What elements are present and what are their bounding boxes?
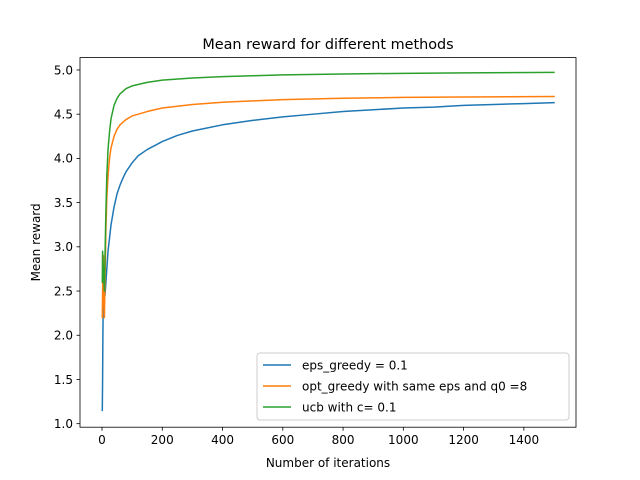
y-tick-label: 3.0 <box>54 240 73 254</box>
x-axis: 0 200 400 600 800 1000 1200 1400 <box>98 427 539 447</box>
series-line-3 <box>101 71 555 292</box>
x-tick-label: 1000 <box>388 433 419 447</box>
legend-label: opt_greedy with same eps and q0 =8 <box>302 380 527 394</box>
series-layer <box>101 71 555 412</box>
plot-frame <box>79 57 577 428</box>
x-tick-label: 800 <box>332 433 355 447</box>
x-tick-label: 400 <box>211 433 234 447</box>
y-tick-label: 4.5 <box>54 107 73 121</box>
y-tick-label: 4.0 <box>54 152 73 166</box>
legend-label: eps_greedy = 0.1 <box>302 359 408 373</box>
x-tick-label: 1200 <box>448 433 479 447</box>
y-tick-label: 3.5 <box>54 196 73 210</box>
y-tick-label: 5.0 <box>54 63 73 77</box>
legend-box <box>256 352 570 421</box>
x-tick-label: 0 <box>98 433 106 447</box>
x-tick-label: 200 <box>151 433 174 447</box>
x-tick-label: 600 <box>271 433 294 447</box>
x-axis-label: Number of iterations <box>266 456 390 470</box>
legend: eps_greedy = 0.1 opt_greedy with same eps… <box>256 352 570 421</box>
y-tick-label: 2.0 <box>54 329 73 343</box>
y-axis-label: Mean reward <box>29 203 43 281</box>
x-tick-label: 1400 <box>509 433 540 447</box>
y-tick-label: 1.5 <box>54 373 73 387</box>
chart-title: Mean reward for different methods <box>202 37 453 53</box>
legend-label: ucb with c= 0.1 <box>302 401 396 415</box>
y-tick-label: 1.0 <box>54 417 73 431</box>
y-axis: 1.0 1.5 2.0 2.5 3.0 3.5 4.0 4.5 5.0 <box>54 63 80 431</box>
y-tick-label: 2.5 <box>54 284 73 298</box>
